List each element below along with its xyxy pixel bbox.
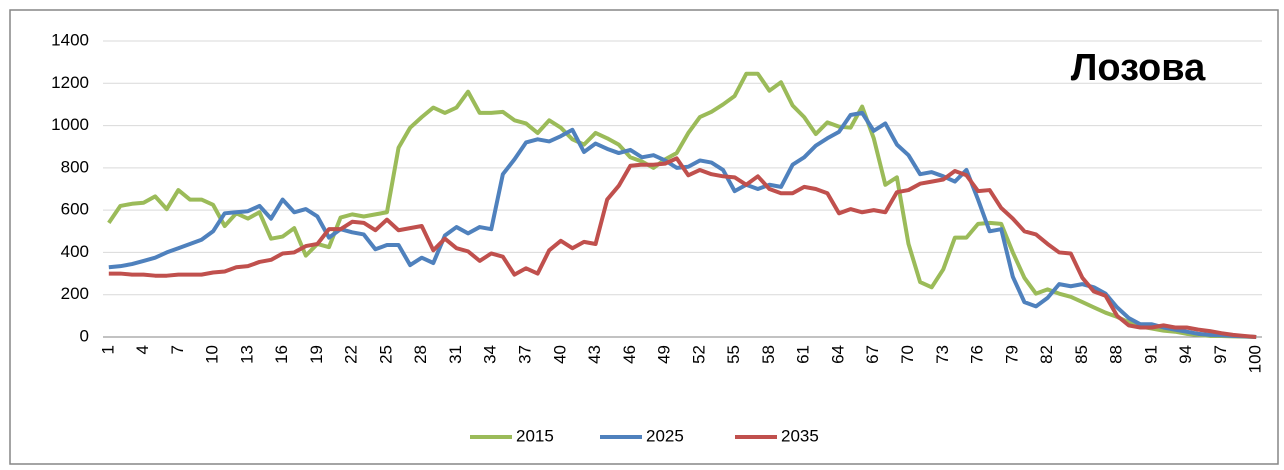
y-tick-label: 600: [61, 200, 89, 219]
x-tick-label: 82: [1037, 345, 1056, 364]
x-tick-label: 31: [446, 345, 465, 364]
x-tick-label: 40: [550, 345, 569, 364]
x-tick-label: 13: [237, 345, 256, 364]
y-tick-label: 1400: [51, 30, 89, 49]
x-tick-label: 58: [759, 345, 778, 364]
x-tick-label: 28: [411, 345, 430, 364]
legend-label: 2035: [781, 426, 819, 445]
x-tick-label: 67: [863, 345, 882, 364]
x-tick-label: 94: [1176, 345, 1195, 364]
chart-title: Лозова: [1071, 47, 1206, 89]
x-tick-label: 61: [794, 345, 813, 364]
x-tick-label: 64: [828, 345, 847, 364]
x-tick-label: 37: [516, 345, 535, 364]
y-tick-label: 200: [61, 284, 89, 303]
legend-label: 2025: [646, 426, 684, 445]
y-tick-label: 400: [61, 242, 89, 261]
y-tick-label: 0: [80, 326, 89, 345]
x-tick-label: 25: [376, 345, 395, 364]
x-tick-label: 19: [307, 345, 326, 364]
x-tick-label: 43: [585, 345, 604, 364]
legend-label: 2015: [516, 426, 554, 445]
y-tick-label: 1200: [51, 73, 89, 92]
chart-border: [9, 9, 1279, 465]
x-tick-label: 1: [98, 345, 117, 354]
series-line: [107, 71, 1257, 339]
x-tick-label: 52: [689, 345, 708, 364]
x-tick-label: 22: [342, 345, 361, 364]
x-tick-label: 49: [655, 345, 674, 364]
series-line: [108, 156, 1257, 339]
x-tick-label: 88: [1107, 345, 1126, 364]
x-tick-label: 7: [168, 345, 187, 354]
x-tick-label: 76: [968, 345, 987, 364]
y-tick-label: 1000: [51, 115, 89, 134]
x-tick-label: 79: [1002, 345, 1021, 364]
x-tick-label: 46: [620, 345, 639, 364]
x-tick-label: 16: [272, 345, 291, 364]
y-tick-label: 800: [61, 157, 89, 176]
x-tick-label: 91: [1141, 345, 1160, 364]
x-tick-label: 70: [898, 345, 917, 364]
x-tick-label: 10: [203, 345, 222, 364]
x-tick-label: 34: [481, 345, 500, 364]
x-tick-label: 85: [1072, 345, 1091, 364]
x-tick-label: 4: [133, 345, 152, 354]
x-tick-label: 55: [724, 345, 743, 364]
x-tick-label: 73: [933, 345, 952, 364]
x-tick-label: 97: [1211, 345, 1230, 364]
x-tick-label: 100: [1246, 345, 1265, 373]
